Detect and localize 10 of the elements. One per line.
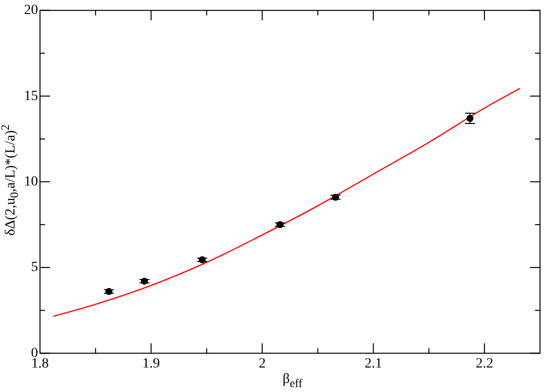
x-tick-label: 2: [258, 356, 266, 372]
x-tick-label: 1.9: [142, 356, 160, 372]
y-tick-label: 5: [31, 260, 38, 276]
y-tick-label: 20: [24, 3, 38, 18]
x-tick-label: 2.1: [364, 356, 382, 372]
x-tick-label: 1.8: [31, 356, 49, 372]
y-tick-label: 15: [24, 88, 38, 104]
x-tick-label: 2.2: [476, 356, 494, 372]
x-axis-title: β$_{eff}$: [282, 372, 304, 390]
y-tick-label: 10: [24, 174, 38, 190]
